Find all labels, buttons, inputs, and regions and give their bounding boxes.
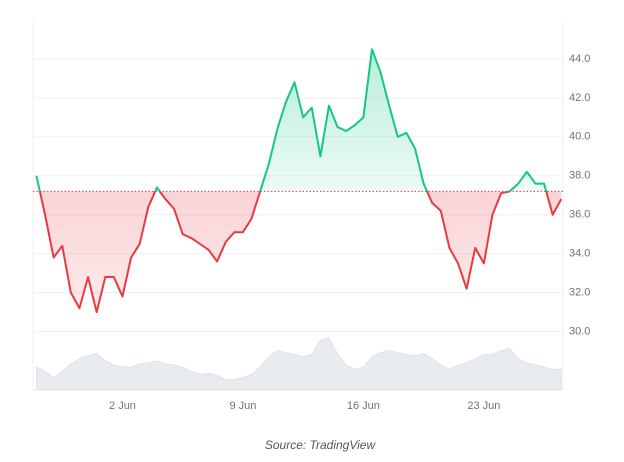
y-tick-label: 44.0 (569, 53, 590, 65)
y-tick-label: 36.0 (569, 209, 590, 221)
x-tick-label: 16 Jun (347, 400, 380, 412)
source-note: Source: TradingView (265, 438, 377, 452)
x-tick-label: 9 Jun (229, 400, 256, 412)
baseline-fill (36, 49, 562, 313)
y-tick-label: 38.0 (569, 170, 590, 182)
y-tick-label: 32.0 (569, 287, 590, 299)
y-tick-label: 34.0 (569, 248, 590, 260)
price-line (35, 48, 563, 314)
y-tick-label: 42.0 (569, 92, 590, 104)
y-tick-label: 30.0 (569, 325, 590, 337)
volume-area (35, 337, 562, 391)
y-tick-label: 40.0 (569, 131, 590, 143)
x-tick-label: 23 Jun (467, 400, 500, 412)
x-tick-label: 2 Jun (109, 400, 136, 412)
